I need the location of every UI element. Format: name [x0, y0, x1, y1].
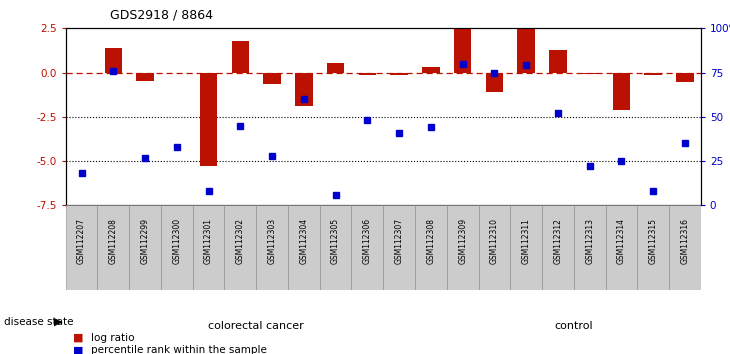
Text: colorectal cancer: colorectal cancer: [208, 321, 304, 331]
Text: GSM112310: GSM112310: [490, 218, 499, 264]
Text: GSM112308: GSM112308: [426, 218, 435, 264]
Bar: [224, 205, 256, 290]
Bar: [256, 205, 288, 290]
Bar: [168, 73, 185, 74]
Bar: [422, 67, 439, 73]
Text: GSM112312: GSM112312: [553, 218, 562, 264]
Bar: [383, 205, 415, 290]
Text: GSM112307: GSM112307: [395, 218, 404, 264]
Text: log ratio: log ratio: [91, 333, 135, 343]
Text: GSM112207: GSM112207: [77, 218, 86, 264]
Text: GSM112314: GSM112314: [617, 218, 626, 264]
Bar: [137, 73, 154, 81]
Bar: [447, 205, 478, 290]
Text: GSM112316: GSM112316: [680, 218, 689, 264]
Bar: [612, 73, 630, 110]
Bar: [73, 73, 91, 74]
Text: GSM112311: GSM112311: [522, 218, 531, 264]
Bar: [200, 73, 218, 166]
Bar: [66, 205, 98, 290]
Bar: [264, 73, 281, 84]
Bar: [645, 73, 662, 75]
Bar: [351, 205, 383, 290]
Bar: [288, 205, 320, 290]
Text: disease state: disease state: [4, 317, 73, 327]
Bar: [581, 73, 599, 74]
Text: ■: ■: [73, 333, 83, 343]
Bar: [606, 205, 637, 290]
Bar: [485, 73, 503, 92]
Text: GSM112304: GSM112304: [299, 218, 308, 264]
Text: GSM112303: GSM112303: [268, 218, 277, 264]
Text: GSM112301: GSM112301: [204, 218, 213, 264]
Text: GSM112208: GSM112208: [109, 218, 118, 264]
Text: GSM112302: GSM112302: [236, 218, 245, 264]
Bar: [510, 205, 542, 290]
Bar: [415, 205, 447, 290]
Bar: [478, 205, 510, 290]
Bar: [104, 48, 122, 73]
Text: ▶: ▶: [53, 317, 62, 327]
Text: GSM112313: GSM112313: [585, 218, 594, 264]
Bar: [391, 73, 408, 75]
Text: ■: ■: [73, 346, 83, 354]
Bar: [327, 63, 345, 73]
Bar: [518, 28, 535, 73]
Bar: [129, 205, 161, 290]
Text: GSM112309: GSM112309: [458, 218, 467, 264]
Bar: [231, 41, 249, 73]
Text: GSM112300: GSM112300: [172, 218, 181, 264]
Bar: [161, 205, 193, 290]
Bar: [669, 205, 701, 290]
Text: GSM112315: GSM112315: [649, 218, 658, 264]
Text: control: control: [555, 321, 593, 331]
Bar: [549, 50, 566, 73]
Text: GSM112305: GSM112305: [331, 218, 340, 264]
Bar: [637, 205, 669, 290]
Bar: [193, 205, 224, 290]
Bar: [542, 205, 574, 290]
Bar: [358, 73, 376, 75]
Text: GSM112299: GSM112299: [141, 218, 150, 264]
Bar: [320, 205, 351, 290]
Bar: [574, 205, 606, 290]
Text: percentile rank within the sample: percentile rank within the sample: [91, 346, 267, 354]
Bar: [98, 205, 129, 290]
Bar: [454, 28, 472, 73]
Text: GDS2918 / 8864: GDS2918 / 8864: [110, 8, 212, 21]
Text: GSM112306: GSM112306: [363, 218, 372, 264]
Bar: [676, 73, 694, 82]
Bar: [295, 73, 312, 106]
